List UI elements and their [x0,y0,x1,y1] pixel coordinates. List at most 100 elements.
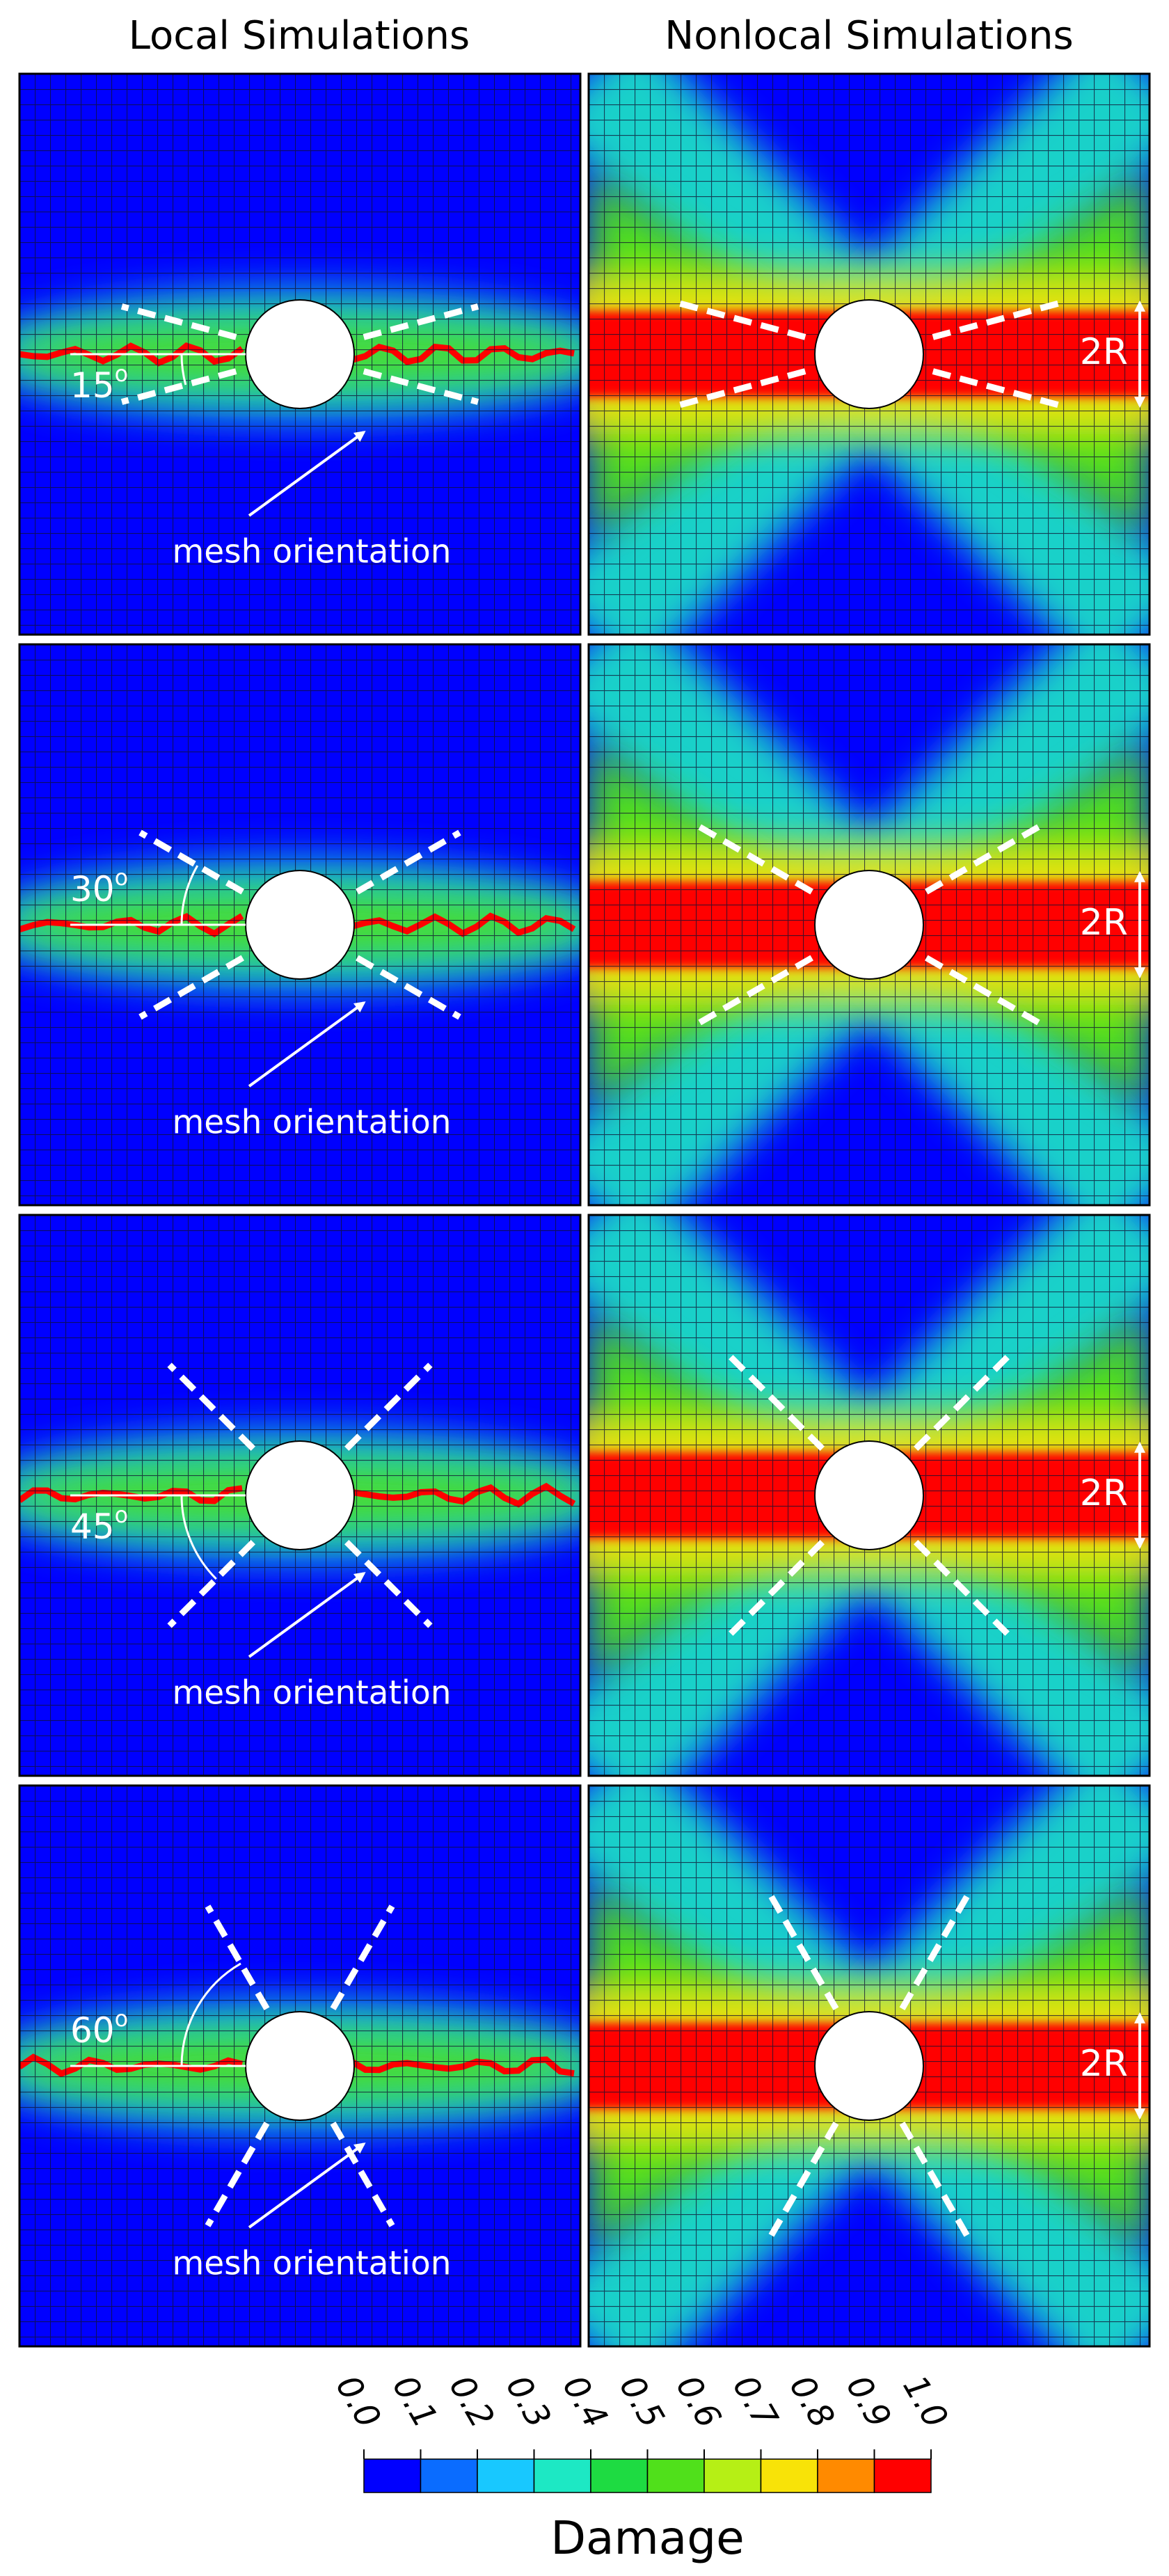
colorbar-tick-label: 0.4 [555,2369,615,2435]
mesh-orientation-line [363,303,479,340]
mesh-orientation-line [138,829,244,895]
colorbar-segment [533,2458,591,2493]
hole [814,299,924,409]
colorbar-segment [477,2458,535,2493]
colorbar-tick-label: 0.8 [781,2369,842,2435]
mesh-orientation-line [765,2122,839,2243]
colorbar-tick-label: 0.5 [612,2369,672,2435]
arrow [248,2142,366,2229]
mesh-orientation-line [167,1362,256,1452]
mesh-orientation-line [925,955,1046,1028]
angle-arc [180,865,199,925]
angle-label: 30o [70,864,128,909]
mesh-orientation-line [724,1350,825,1452]
colorbar-tick-label: 0.9 [838,2369,899,2435]
mesh-orientation-line [932,368,1065,410]
colorbar-tick-label: 0.0 [328,2369,388,2435]
colorbar-tick-label: 0.3 [498,2369,559,2435]
column-title: Local Simulations [129,13,470,58]
angle-value: 45 [70,1506,115,1547]
hole [245,299,355,409]
degree-mark: o [115,864,129,891]
panel-border [587,72,1151,636]
panel-border [18,1214,582,1777]
hole [814,870,924,980]
simulation-panel: 2R [587,72,1151,636]
hole [814,1440,924,1550]
colorbar-segment [363,2458,422,2493]
panel-border [18,643,582,1207]
mesh-orientation-line [167,1539,256,1628]
panel-border [18,72,582,636]
annotation: mesh orientation [172,533,451,571]
mesh-orientation-line [363,368,479,405]
mesh-orientation-line [932,299,1065,340]
mesh-orientation-line [356,955,461,1020]
angle-value: 60 [70,2010,115,2051]
colorbar-tick-label: 0.1 [385,2369,445,2435]
angle-label: 15o [70,360,128,406]
mesh-orientation-line [344,1539,433,1628]
damage-field [589,644,1150,1205]
colorbar-tick-label: 0.7 [725,2369,786,2435]
mesh-orientation-line [673,299,806,340]
angle-arc [180,1962,241,2067]
arrow [248,1001,366,1088]
colorbar-segment [420,2458,478,2493]
panel-border [18,1784,582,2348]
width-label: 2R [1080,2043,1128,2085]
colorbar: 0.00.10.20.30.40.50.60.70.80.91.0 Damage [328,2369,955,2566]
width-label: 2R [1080,902,1128,944]
mesh-orientation-line [913,1539,1015,1641]
width-label: 2R [1080,331,1128,373]
mesh-orientation-line [692,955,813,1028]
colorbar-segment [873,2458,932,2493]
mesh-orientation-line [692,821,813,895]
colorbar-segment [703,2458,762,2493]
mesh-orientation-line [120,368,237,405]
colorbar-segment [760,2458,818,2493]
panel-border [587,1784,1151,2348]
panel-border [587,643,1151,1207]
degree-mark: o [115,2005,129,2032]
mesh-orientation-line [205,2122,270,2227]
annotation: mesh orientation [172,1674,451,1712]
colorbar-segment [646,2458,705,2493]
hole [245,2011,355,2121]
arrow [248,431,366,517]
colorbar-tick-label: 0.6 [668,2369,729,2435]
mesh-orientation-line [344,1362,433,1452]
simulation-panel: 30o mesh orientation [18,643,582,1207]
angle-arc [180,1495,217,1580]
mesh-orientation-line [899,1889,973,2010]
hole [814,2011,924,2121]
angle-arc [180,353,187,385]
arrow [248,1572,366,1658]
simulation-panel: 2R [587,1214,1151,1777]
annotation: mesh orientation [172,2245,451,2283]
mesh-orientation-line [765,1889,839,2010]
annotation: mesh orientation [172,1104,451,1142]
mesh-orientation-line [205,1905,270,2010]
mesh-orientation-line [899,2122,973,2243]
column-title: Nonlocal Simulations [665,13,1073,58]
mesh-orientation-line [138,955,244,1020]
width-label: 2R [1080,1472,1128,1514]
degree-mark: o [115,1502,129,1528]
mesh-orientation-line [724,1539,825,1641]
mesh-orientation-line [356,829,461,895]
angle-label: 45o [70,1502,128,1547]
hole [245,1440,355,1550]
colorbar-tick-label: 0.2 [441,2369,502,2435]
simulation-panel: 60o mesh orientation [18,1784,582,2348]
mesh-orientation-line [925,821,1046,895]
angle-value: 15 [70,365,115,406]
hole [245,870,355,980]
degree-mark: o [115,360,129,387]
simulation-panel: 45o mesh orientation [18,1214,582,1777]
panel-border [587,1214,1151,1777]
mesh-orientation-line [673,368,806,410]
colorbar-label: Damage [550,2511,745,2565]
mesh-orientation-line [120,303,237,340]
